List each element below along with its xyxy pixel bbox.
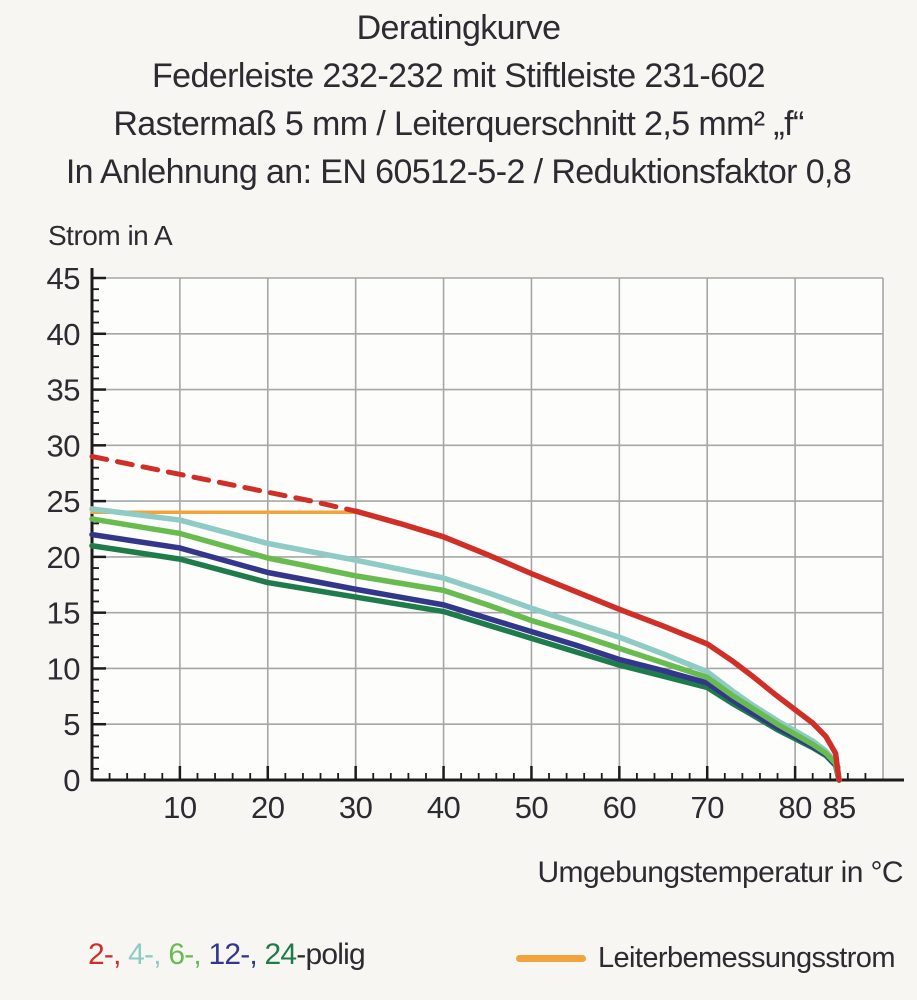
series-2-polig-solid (352, 508, 842, 783)
title-line-1: Deratingkurve (356, 9, 561, 47)
x-tick-label: 40 (427, 790, 461, 825)
x-tick-label: 10 (163, 790, 197, 825)
x-tick-label: 70 (690, 790, 724, 825)
y-tick-label: 30 (47, 428, 81, 463)
x-tick-label: 20 (251, 790, 285, 825)
title-line-4: In Anlehnung an: EN 60512-5-2 / Reduktio… (65, 153, 852, 191)
y-axis-title: Strom in A (48, 220, 173, 251)
poles-legend: 2-, 4-, 6-, 12-, 24-polig (88, 938, 366, 972)
title-line-2: Federleiste 232-232 mit Stiftleiste 231-… (152, 57, 766, 95)
series-2-polig-dashed (89, 453, 359, 514)
x-tick-label: 85 (822, 790, 855, 825)
x-tick-label: 30 (339, 790, 373, 825)
poles-legend-item: 24 (264, 938, 298, 971)
x-axis-title: Umgebungstemperatur in °C (537, 856, 903, 889)
series-4-polig (89, 506, 842, 783)
title-line-3: Rastermaß 5 mm / Leiterquerschnitt 2,5 m… (113, 105, 804, 143)
rated-current-line-swatch (516, 955, 586, 962)
x-tick-label: 50 (515, 790, 549, 825)
poles-legend-items: 2-, 4-, 6-, 12-, 24 (88, 938, 298, 971)
poles-legend-suffix: -polig (296, 938, 365, 971)
y-tick-label: 15 (47, 596, 80, 631)
y-tick-label: 35 (47, 373, 80, 408)
poles-legend-item: 12-, (208, 938, 265, 971)
title-block: Deratingkurve Federleiste 232-232 mit St… (0, 4, 917, 196)
series-6-polig (89, 516, 842, 783)
poles-legend-item: 2-, (88, 938, 129, 971)
poles-legend-item: 6-, (168, 938, 209, 971)
y-tick-label: 25 (47, 484, 80, 519)
rated-current-legend: Leiterbemessungsstrom (516, 942, 895, 975)
x-tick-label: 80 (778, 790, 812, 825)
y-tick-label: 0 (63, 763, 80, 798)
poles-legend-item: 4-, (128, 938, 169, 971)
rated-current-label: Leiterbemessungsstrom (598, 942, 895, 974)
y-tick-label: 40 (47, 317, 81, 352)
y-tick-label: 10 (47, 651, 81, 686)
x-tick-label: 60 (603, 790, 637, 825)
y-tick-label: 20 (47, 540, 81, 575)
y-tick-label: 5 (63, 707, 80, 742)
y-tick-label: 45 (47, 261, 80, 296)
